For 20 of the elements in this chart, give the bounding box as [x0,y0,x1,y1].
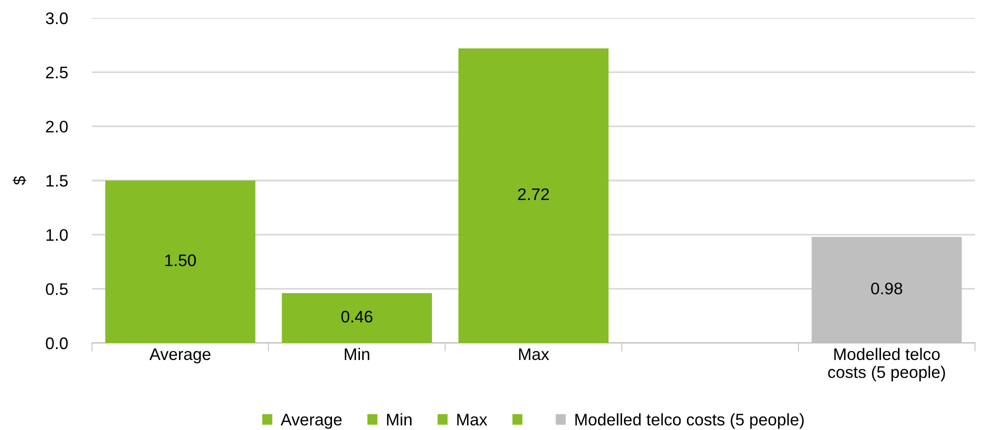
data-label: 0.98 [871,282,902,294]
y-tick-label: 1.5 [46,175,68,187]
legend-label: Modelled telco costs (5 people) [575,413,804,429]
y-axis-title: $ [12,176,26,185]
y-tick-label: 0.5 [46,283,68,296]
x-tick-label: Average [149,348,210,364]
y-tick-label: 1.0 [46,229,68,241]
data-label: 1.50 [165,254,196,266]
legend-label: Min [387,413,412,426]
y-tick-label: 2.0 [46,120,68,133]
data-label: 0.46 [341,310,372,323]
x-tick-label: Modelled telco costs (5 people) [828,348,945,382]
legend-label: Max [457,414,488,426]
y-tick-label: 2.5 [46,66,68,78]
data-label: 2.72 [518,188,549,200]
x-tick-label: Min [344,348,370,360]
legend-label: Average [280,414,342,429]
y-tick-label: 3.0 [46,12,68,24]
x-tick-label: Max [519,348,550,360]
y-tick-label: 0.0 [46,337,68,350]
